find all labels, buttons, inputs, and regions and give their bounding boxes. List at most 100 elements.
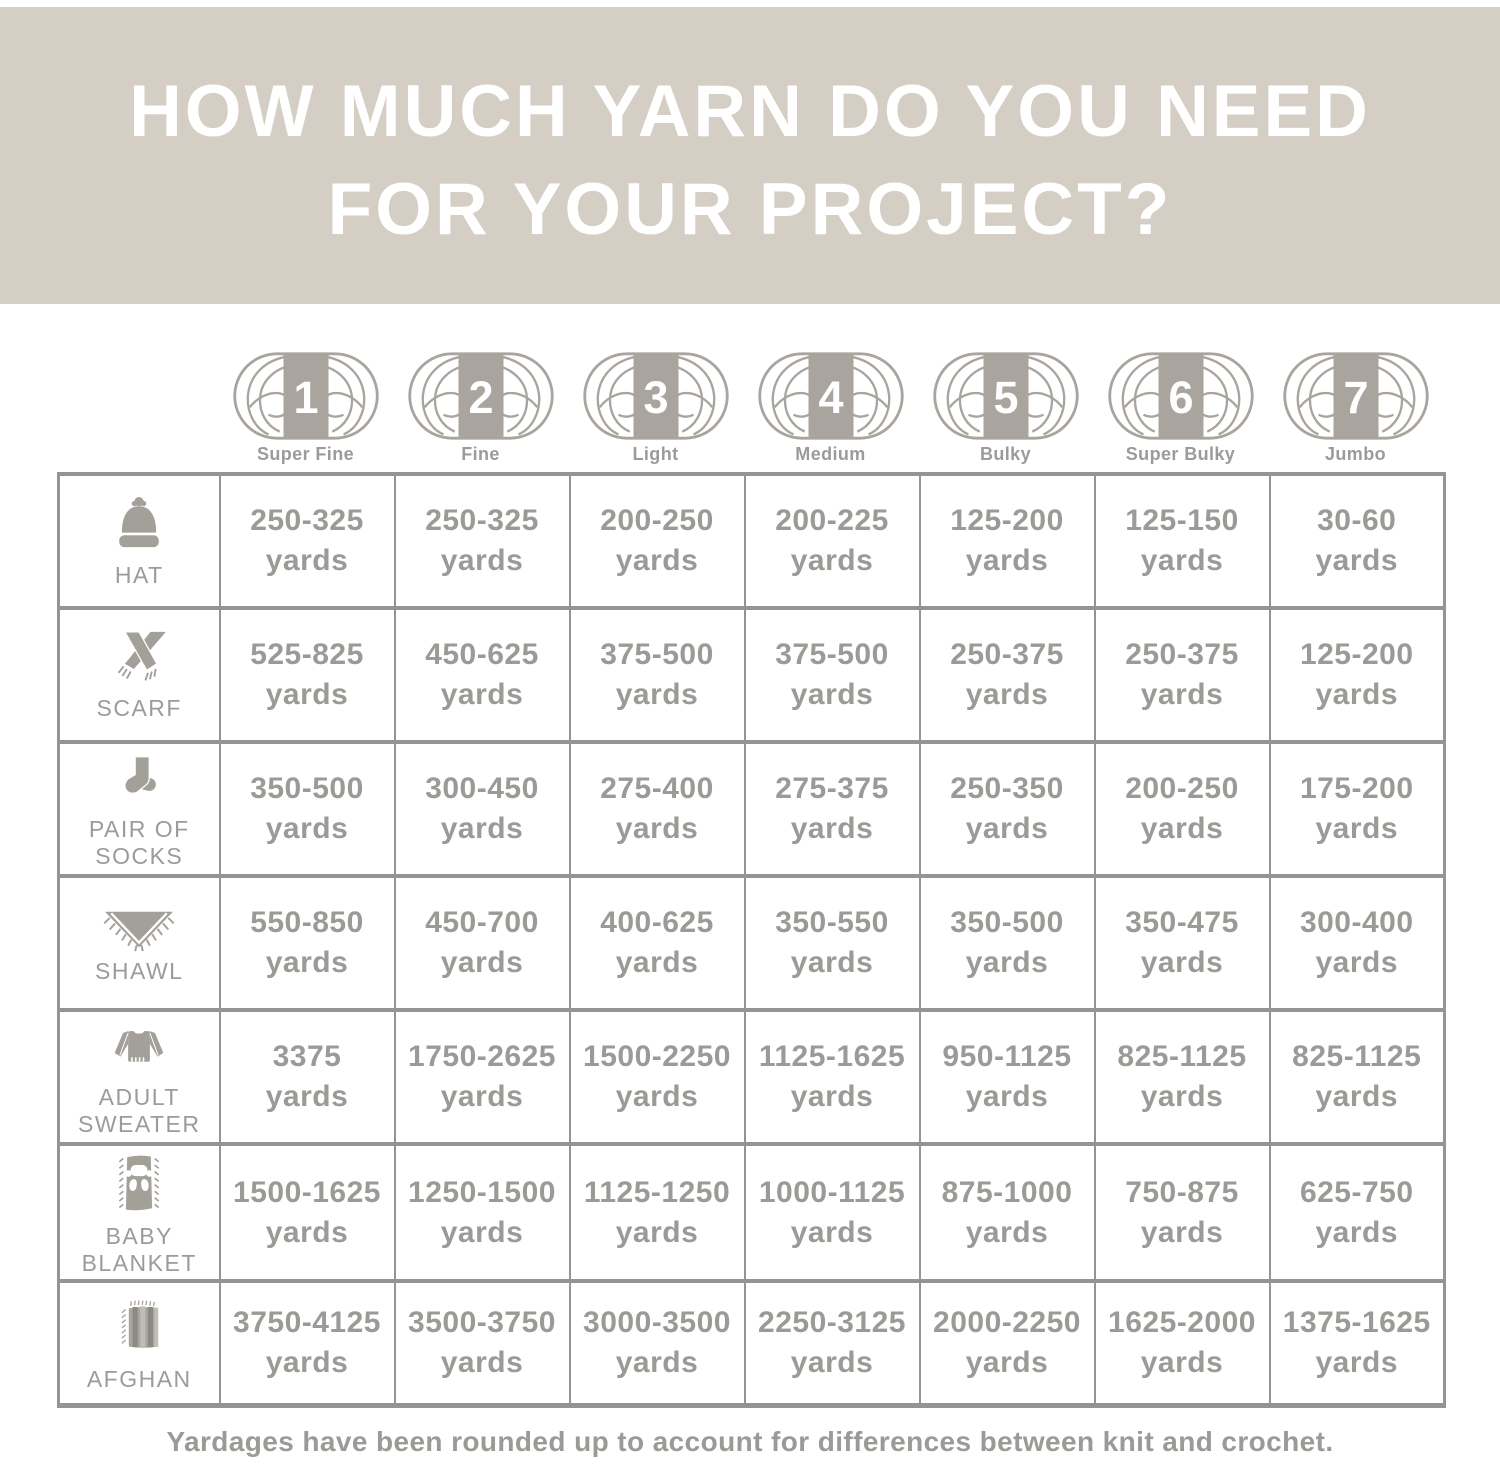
yardage-cell: 1750-2625 yards: [393, 1008, 571, 1145]
yardage-unit: yards: [965, 678, 1049, 711]
yardage-unit: yards: [965, 1080, 1049, 1113]
yardage-unit: yards: [265, 1080, 349, 1113]
yarn-skein-icon: 3: [581, 349, 731, 443]
yardage-cell: 450-700 yards: [393, 874, 571, 1011]
table-row-sweater: ADULT SWEATER 3375 yards 1750-2625 yards…: [57, 1008, 1446, 1145]
svg-text:6: 6: [1168, 372, 1193, 423]
yardage-value: 3375: [272, 1040, 342, 1073]
yardage-cell: 625-750 yards: [1268, 1142, 1446, 1282]
row-label: SCARF: [96, 695, 182, 721]
yardage-value: 400-625: [600, 906, 714, 939]
row-header-scarf: SCARF: [57, 606, 221, 743]
row-label: BABY BLANKET: [81, 1223, 197, 1276]
yardage-value: 200-250: [1125, 772, 1239, 805]
yardage-value: 200-250: [600, 504, 714, 537]
yarn-skein-icon: 4: [756, 349, 906, 443]
yardage-cell: 350-500 yards: [218, 740, 396, 877]
yardage-value: 1375-1625: [1282, 1305, 1431, 1339]
yardage-cell: 825-1125 yards: [1093, 1008, 1271, 1145]
yardage-value: 950-1125: [942, 1040, 1072, 1073]
yardage-cell: 200-225 yards: [743, 472, 921, 609]
svg-text:7: 7: [1343, 372, 1368, 423]
yardage-value: 300-450: [425, 772, 539, 805]
yarn-weight-label: Bulky: [979, 444, 1032, 464]
yardage-value: 250-375: [1125, 638, 1239, 671]
table-row-afghan: AFGHAN 3750-4125 yards 3500-3750 yards 3…: [57, 1279, 1446, 1406]
yardage-cell: 3000-3500 yards: [568, 1279, 746, 1406]
yarn-weight-3: 3 Light: [568, 349, 743, 465]
yardage-unit: yards: [265, 1345, 349, 1379]
yardage-unit: yards: [1315, 1345, 1399, 1379]
yardage-cell: 125-200 yards: [1268, 606, 1446, 743]
yardage-unit: yards: [1140, 812, 1224, 845]
yardage-unit: yards: [265, 1215, 349, 1249]
yardage-unit: yards: [440, 678, 524, 711]
yardage-cell: 1500-1625 yards: [218, 1142, 396, 1282]
yardage-value: 1000-1125: [758, 1175, 906, 1209]
yarn-weight-label: Medium: [795, 444, 866, 464]
yardage-cell: 300-400 yards: [1268, 874, 1446, 1011]
row-label: HAT: [114, 562, 164, 588]
yardage-unit: yards: [1140, 1345, 1224, 1379]
yardage-value: 525-825: [250, 638, 364, 671]
yardage-table: HAT 250-325 yards 250-325 yards 200-250 …: [57, 472, 1446, 1408]
yardage-unit: yards: [265, 812, 349, 845]
yardage-cell: 950-1125 yards: [918, 1008, 1096, 1145]
yardage-unit: yards: [965, 544, 1049, 577]
row-label: ADULT SWEATER: [77, 1083, 201, 1137]
yardage-value: 3750-4125: [233, 1305, 381, 1339]
weight-row-spacer: [57, 349, 218, 465]
yardage-unit: yards: [790, 812, 874, 845]
afghan-icon: [62, 1293, 217, 1363]
table-row-baby-blanket: BABY BLANKET 1500-1625 yards 1250-1500 y…: [57, 1142, 1446, 1282]
yardage-unit: yards: [1315, 1080, 1399, 1113]
baby-blanket-icon: [62, 1148, 217, 1220]
row-label: SHAWL: [95, 958, 184, 984]
yardage-value: 250-350: [950, 772, 1064, 805]
yarn-weight-label: Fine: [461, 444, 500, 464]
yardage-unit: yards: [790, 678, 874, 711]
yardage-value: 250-325: [425, 504, 539, 537]
yardage-cell: 1625-2000 yards: [1093, 1279, 1271, 1406]
yarn-skein-icon: 6: [1106, 349, 1256, 443]
yarn-weight-label: Super Fine: [256, 444, 354, 464]
yardage-unit: yards: [615, 678, 699, 711]
yardage-value: 350-500: [250, 772, 364, 805]
yardage-value: 200-225: [775, 504, 889, 537]
yardage-unit: yards: [790, 1215, 874, 1249]
yardage-unit: yards: [615, 946, 699, 979]
yardage-cell: 3375 yards: [218, 1008, 396, 1145]
yardage-value: 1750-2625: [408, 1040, 556, 1073]
yardage-unit: yards: [790, 1345, 874, 1379]
row-header-baby-blanket: BABY BLANKET: [57, 1142, 221, 1282]
yarn-weight-label: Jumbo: [1324, 444, 1386, 464]
yardage-value: 1125-1625: [758, 1040, 906, 1073]
yarn-weight-5: 5 Bulky: [918, 349, 1093, 465]
yardage-unit: yards: [965, 812, 1049, 845]
row-header-afghan: AFGHAN: [57, 1279, 221, 1406]
yardage-unit: yards: [1315, 946, 1399, 979]
shawl-icon: [62, 901, 217, 955]
yarn-skein-icon: 5: [931, 349, 1081, 443]
yardage-cell: 275-400 yards: [568, 740, 746, 877]
yardage-unit: yards: [1315, 812, 1399, 845]
yardage-unit: yards: [790, 544, 874, 577]
yarn-weight-4: 4 Medium: [743, 349, 918, 465]
yardage-value: 1500-2250: [583, 1040, 731, 1073]
yardage-unit: yards: [1140, 946, 1224, 979]
yardage-value: 350-500: [950, 906, 1064, 939]
header-banner: HOW MUCH YARN DO YOU NEED FOR YOUR PROJE…: [0, 7, 1500, 304]
yardage-cell: 300-450 yards: [393, 740, 571, 877]
yardage-unit: yards: [965, 1215, 1049, 1249]
yardage-unit: yards: [440, 1215, 524, 1249]
sweater-icon: [62, 1017, 217, 1081]
yarn-skein-icon: 1: [231, 349, 381, 443]
yardage-unit: yards: [1140, 544, 1224, 577]
yardage-unit: yards: [1315, 678, 1399, 711]
yardage-cell: 125-150 yards: [1093, 472, 1271, 609]
yardage-value: 1250-1500: [408, 1175, 556, 1209]
yardage-value: 2250-3125: [758, 1305, 906, 1339]
yardage-cell: 875-1000 yards: [918, 1142, 1096, 1282]
yardage-cell: 375-500 yards: [568, 606, 746, 743]
